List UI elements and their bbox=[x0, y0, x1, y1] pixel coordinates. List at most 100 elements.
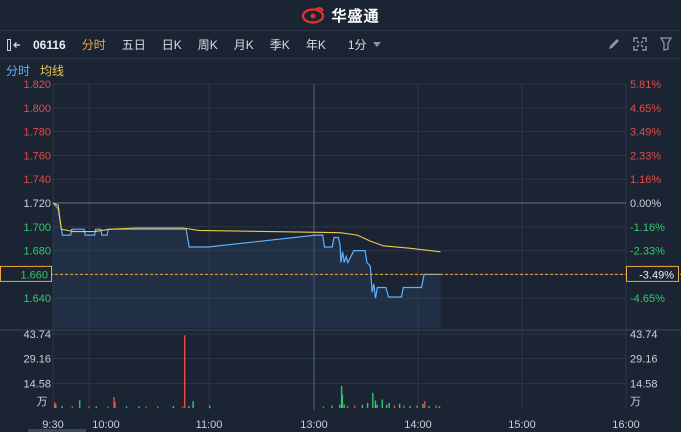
current-price-label: 1.660 bbox=[20, 269, 48, 281]
pct-tick-label: -1.16% bbox=[630, 222, 665, 234]
volume-bar bbox=[188, 406, 190, 408]
volume-bar bbox=[79, 400, 81, 408]
price-tick-label: 1.800 bbox=[23, 103, 51, 115]
volume-bar bbox=[331, 405, 333, 408]
volume-bar bbox=[138, 406, 140, 408]
volume-bar bbox=[107, 406, 109, 408]
volume-bar bbox=[182, 406, 184, 408]
volume-bar bbox=[422, 403, 424, 408]
volume-bar bbox=[184, 335, 186, 408]
volume-bar bbox=[114, 402, 116, 408]
volume-bar bbox=[416, 405, 418, 408]
volume-bar bbox=[71, 406, 74, 408]
interval-select[interactable]: 1分 bbox=[348, 36, 381, 53]
time-tick-label: 9:30 bbox=[42, 419, 63, 431]
pct-tick-label: -2.33% bbox=[630, 246, 665, 258]
volume-bar bbox=[157, 406, 159, 408]
tab-yearly-k[interactable]: 年K bbox=[305, 38, 326, 52]
volume-bar bbox=[381, 399, 383, 408]
time-tick-label: 15:00 bbox=[508, 419, 536, 431]
volume-bar bbox=[409, 406, 411, 408]
chevron-down-icon bbox=[372, 42, 381, 47]
volume-bar bbox=[343, 404, 345, 408]
volume-bar bbox=[424, 401, 426, 408]
chart-toolbar: 06116 分时 五日 日K 周K 月K 季K 年K 1分 bbox=[0, 31, 681, 59]
price-area bbox=[53, 203, 441, 328]
brand-name: 华盛通 bbox=[331, 7, 380, 25]
volume-bar bbox=[339, 404, 341, 408]
volume-bar bbox=[438, 406, 441, 408]
pct-tick-label: 2.33% bbox=[630, 150, 661, 162]
volume-bar bbox=[403, 405, 405, 408]
volume-bar bbox=[346, 406, 349, 408]
panel-toggle-icon[interactable] bbox=[7, 38, 23, 52]
volume-bar bbox=[366, 402, 369, 408]
price-tick-label: 1.820 bbox=[23, 80, 51, 91]
volume-tick-label: 43.74 bbox=[630, 329, 658, 341]
volume-bar bbox=[61, 406, 63, 408]
volume-bar bbox=[145, 406, 147, 408]
price-tick-label: 1.680 bbox=[23, 246, 51, 258]
volume-bar bbox=[361, 404, 364, 408]
pct-tick-label: 0.00% bbox=[630, 198, 661, 210]
pct-tick-label: 4.65% bbox=[630, 103, 661, 115]
pct-tick-label: 5.81% bbox=[630, 80, 661, 91]
volume-bar bbox=[393, 405, 396, 408]
price-tick-label: 1.740 bbox=[23, 174, 51, 186]
volume-bar bbox=[372, 392, 374, 408]
price-line bbox=[52, 202, 441, 299]
current-price-box bbox=[0, 265, 52, 282]
volume-bar bbox=[435, 405, 437, 408]
pct-tick-label: 1.16% bbox=[630, 174, 661, 186]
volume-tick-label: 43.74 bbox=[23, 329, 51, 341]
volume-bar bbox=[376, 404, 378, 408]
volume-bar bbox=[95, 406, 97, 408]
volume-bar bbox=[55, 404, 57, 408]
volume-unit-label: 万 bbox=[630, 396, 641, 408]
settings-icon[interactable] bbox=[659, 37, 673, 51]
price-tick-label: 1.720 bbox=[23, 198, 51, 210]
tab-weekly-k[interactable]: 周K bbox=[197, 38, 218, 52]
time-tick-label: 11:00 bbox=[196, 419, 223, 431]
pct-tick-label: -4.65% bbox=[630, 293, 665, 305]
expand-icon[interactable] bbox=[633, 37, 647, 51]
interval-label: 1分 bbox=[347, 38, 367, 52]
price-tick-label: 1.700 bbox=[23, 222, 51, 234]
price-tick-label: 1.760 bbox=[23, 150, 51, 162]
volume-tick-label: 14.58 bbox=[630, 378, 658, 390]
volume-bar bbox=[353, 405, 356, 408]
volume-bar bbox=[54, 402, 56, 408]
volume-bar bbox=[209, 405, 211, 408]
pencil-icon[interactable] bbox=[607, 37, 621, 51]
volume-bar bbox=[374, 400, 377, 408]
time-tick-label: 13:00 bbox=[300, 419, 328, 431]
volume-bar bbox=[428, 406, 430, 408]
tab-quarterly-k[interactable]: 季K bbox=[269, 38, 290, 52]
legend-bar: 分时 均线 bbox=[0, 60, 681, 80]
timeline-scrollbar[interactable] bbox=[28, 429, 86, 432]
price-tick-label: 1.640 bbox=[23, 293, 51, 305]
volume-bar bbox=[388, 402, 390, 408]
current-pct-box bbox=[626, 265, 679, 282]
price-tick-label: 1.780 bbox=[23, 127, 51, 139]
volume-tick-label: 14.58 bbox=[23, 378, 51, 390]
pct-tick-label: 3.49% bbox=[630, 127, 661, 139]
tab-intraday[interactable]: 分时 bbox=[81, 38, 106, 52]
brand-header: 华盛通 bbox=[0, 0, 681, 31]
volume-bar bbox=[385, 404, 388, 408]
volume-tick-label: 29.16 bbox=[630, 354, 658, 366]
intraday-chart[interactable]: 1.820 5.81% 1.800 4.65% 1.780 3.49% 1.760 2.33%… bbox=[0, 80, 681, 432]
tab-five-day[interactable]: 五日 bbox=[121, 38, 146, 52]
volume-bar bbox=[398, 403, 401, 408]
tab-daily-k[interactable]: 日K bbox=[161, 38, 182, 52]
volume-bar bbox=[113, 397, 115, 408]
volume-bar bbox=[192, 401, 194, 408]
volume-bar bbox=[322, 406, 325, 408]
volume-bar bbox=[172, 406, 174, 408]
volume-bar bbox=[88, 406, 90, 408]
tab-monthly-k[interactable]: 月K bbox=[233, 38, 254, 52]
volume-bar bbox=[341, 394, 344, 408]
time-tick-label: 16:00 bbox=[612, 419, 640, 431]
time-tick-label: 14:00 bbox=[404, 419, 432, 431]
volume-unit-label: 万 bbox=[37, 396, 48, 408]
